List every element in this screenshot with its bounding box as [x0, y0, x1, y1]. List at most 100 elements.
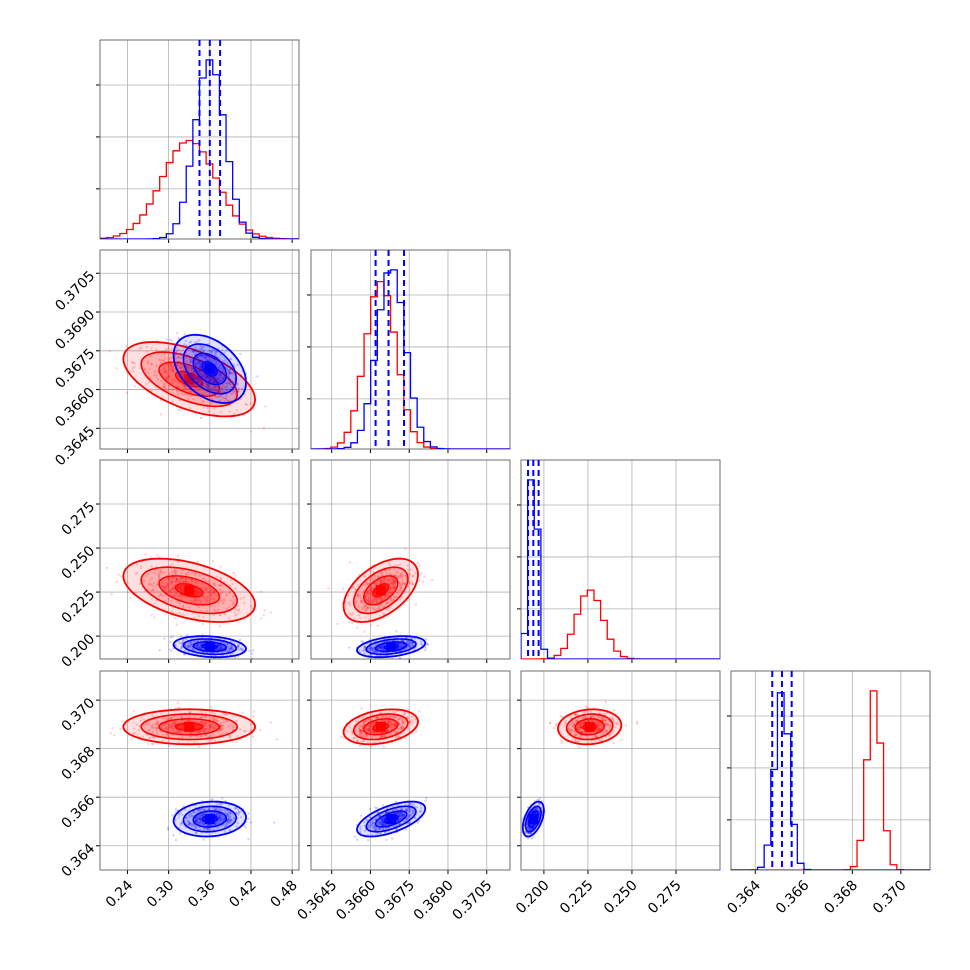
sample-point [409, 645, 412, 649]
sample-point [238, 811, 241, 814]
sample-point [196, 350, 200, 354]
sample-point [179, 593, 182, 597]
sample-point [165, 376, 169, 379]
sample-point [405, 809, 409, 813]
sample-point [215, 720, 219, 723]
sample-point [394, 579, 397, 583]
sample-point [177, 381, 180, 384]
sample-point [390, 720, 393, 724]
sample-point [232, 599, 236, 602]
sample-point [209, 723, 212, 727]
sample-point [229, 648, 232, 651]
sample-point [366, 592, 369, 595]
sample-point [218, 394, 222, 397]
sample-point [228, 734, 231, 737]
density-peak-series-2 [204, 641, 215, 652]
sample-point [151, 742, 155, 746]
sample-point [381, 818, 384, 822]
sample-point [389, 586, 393, 590]
sample-point [229, 590, 232, 593]
sample-point [155, 722, 159, 725]
sample-point [401, 645, 404, 649]
sample-point [411, 716, 414, 719]
panel-frame [730, 670, 931, 871]
sample-point [227, 646, 230, 649]
sample-point [239, 374, 242, 377]
sample-point [192, 811, 196, 814]
sample-point [363, 720, 366, 724]
sample-point [408, 574, 411, 577]
sample-point [170, 580, 174, 584]
sample-point [412, 810, 415, 813]
sample-point [225, 381, 229, 385]
sample-point [217, 583, 220, 587]
sample-point [207, 385, 211, 388]
sample-point [205, 376, 208, 380]
sample-point [217, 602, 220, 605]
sample-point [210, 724, 213, 727]
sample-point [392, 583, 395, 586]
sample-point [227, 376, 230, 379]
sample-point [341, 587, 345, 590]
sample-point [204, 587, 208, 591]
sample-point [208, 349, 211, 353]
sample-point [399, 598, 402, 601]
sample-point [226, 818, 230, 822]
sample-point [386, 578, 389, 581]
sample-point [378, 740, 381, 743]
sample-point [213, 385, 216, 389]
sample-point [197, 615, 201, 618]
sample-point [376, 716, 379, 720]
sample-point [140, 716, 144, 719]
sample-point [365, 728, 368, 731]
sample-point [379, 571, 383, 575]
sample-point [229, 647, 233, 650]
sample-point [403, 711, 406, 714]
sample-point [198, 646, 202, 650]
sample-point [227, 803, 231, 807]
sample-point [358, 733, 361, 737]
sample-point [368, 727, 371, 731]
sample-point [169, 591, 172, 594]
sample-point [408, 643, 412, 646]
sample-point [176, 731, 179, 734]
sample-point [171, 594, 174, 597]
sample-point [194, 819, 197, 822]
sample-point [154, 348, 158, 351]
sample-point [219, 724, 223, 728]
sample-point [384, 811, 388, 815]
sample-point [587, 719, 591, 722]
sample-point [228, 377, 231, 381]
sample-point [191, 600, 194, 603]
sample-point [349, 726, 352, 729]
sample-point [376, 816, 379, 819]
sample-point [167, 723, 171, 726]
sample-point [161, 581, 164, 585]
sample-point [184, 638, 188, 641]
sample-point [578, 746, 581, 749]
sample-point [170, 364, 173, 368]
sample-point [184, 595, 187, 599]
sample-point [171, 366, 175, 369]
sample-point [170, 716, 173, 719]
sample-point [397, 818, 400, 821]
sample-point [175, 577, 179, 580]
sample-point [365, 593, 369, 596]
sample-point [222, 818, 225, 821]
sample-point [196, 644, 199, 647]
sample-point [369, 723, 373, 726]
sample-point [148, 728, 152, 732]
sample-point [220, 583, 224, 587]
sample-point [176, 390, 179, 393]
sample-point [415, 730, 418, 733]
sample-point [160, 725, 163, 729]
sample-point [234, 807, 237, 810]
sample-point [399, 717, 403, 720]
sample-point [200, 383, 204, 386]
sample-point [387, 583, 391, 586]
sample-point [212, 597, 215, 601]
sample-point [215, 380, 218, 383]
sample-point [204, 355, 208, 359]
sample-point [222, 712, 225, 716]
sample-point [390, 587, 393, 590]
